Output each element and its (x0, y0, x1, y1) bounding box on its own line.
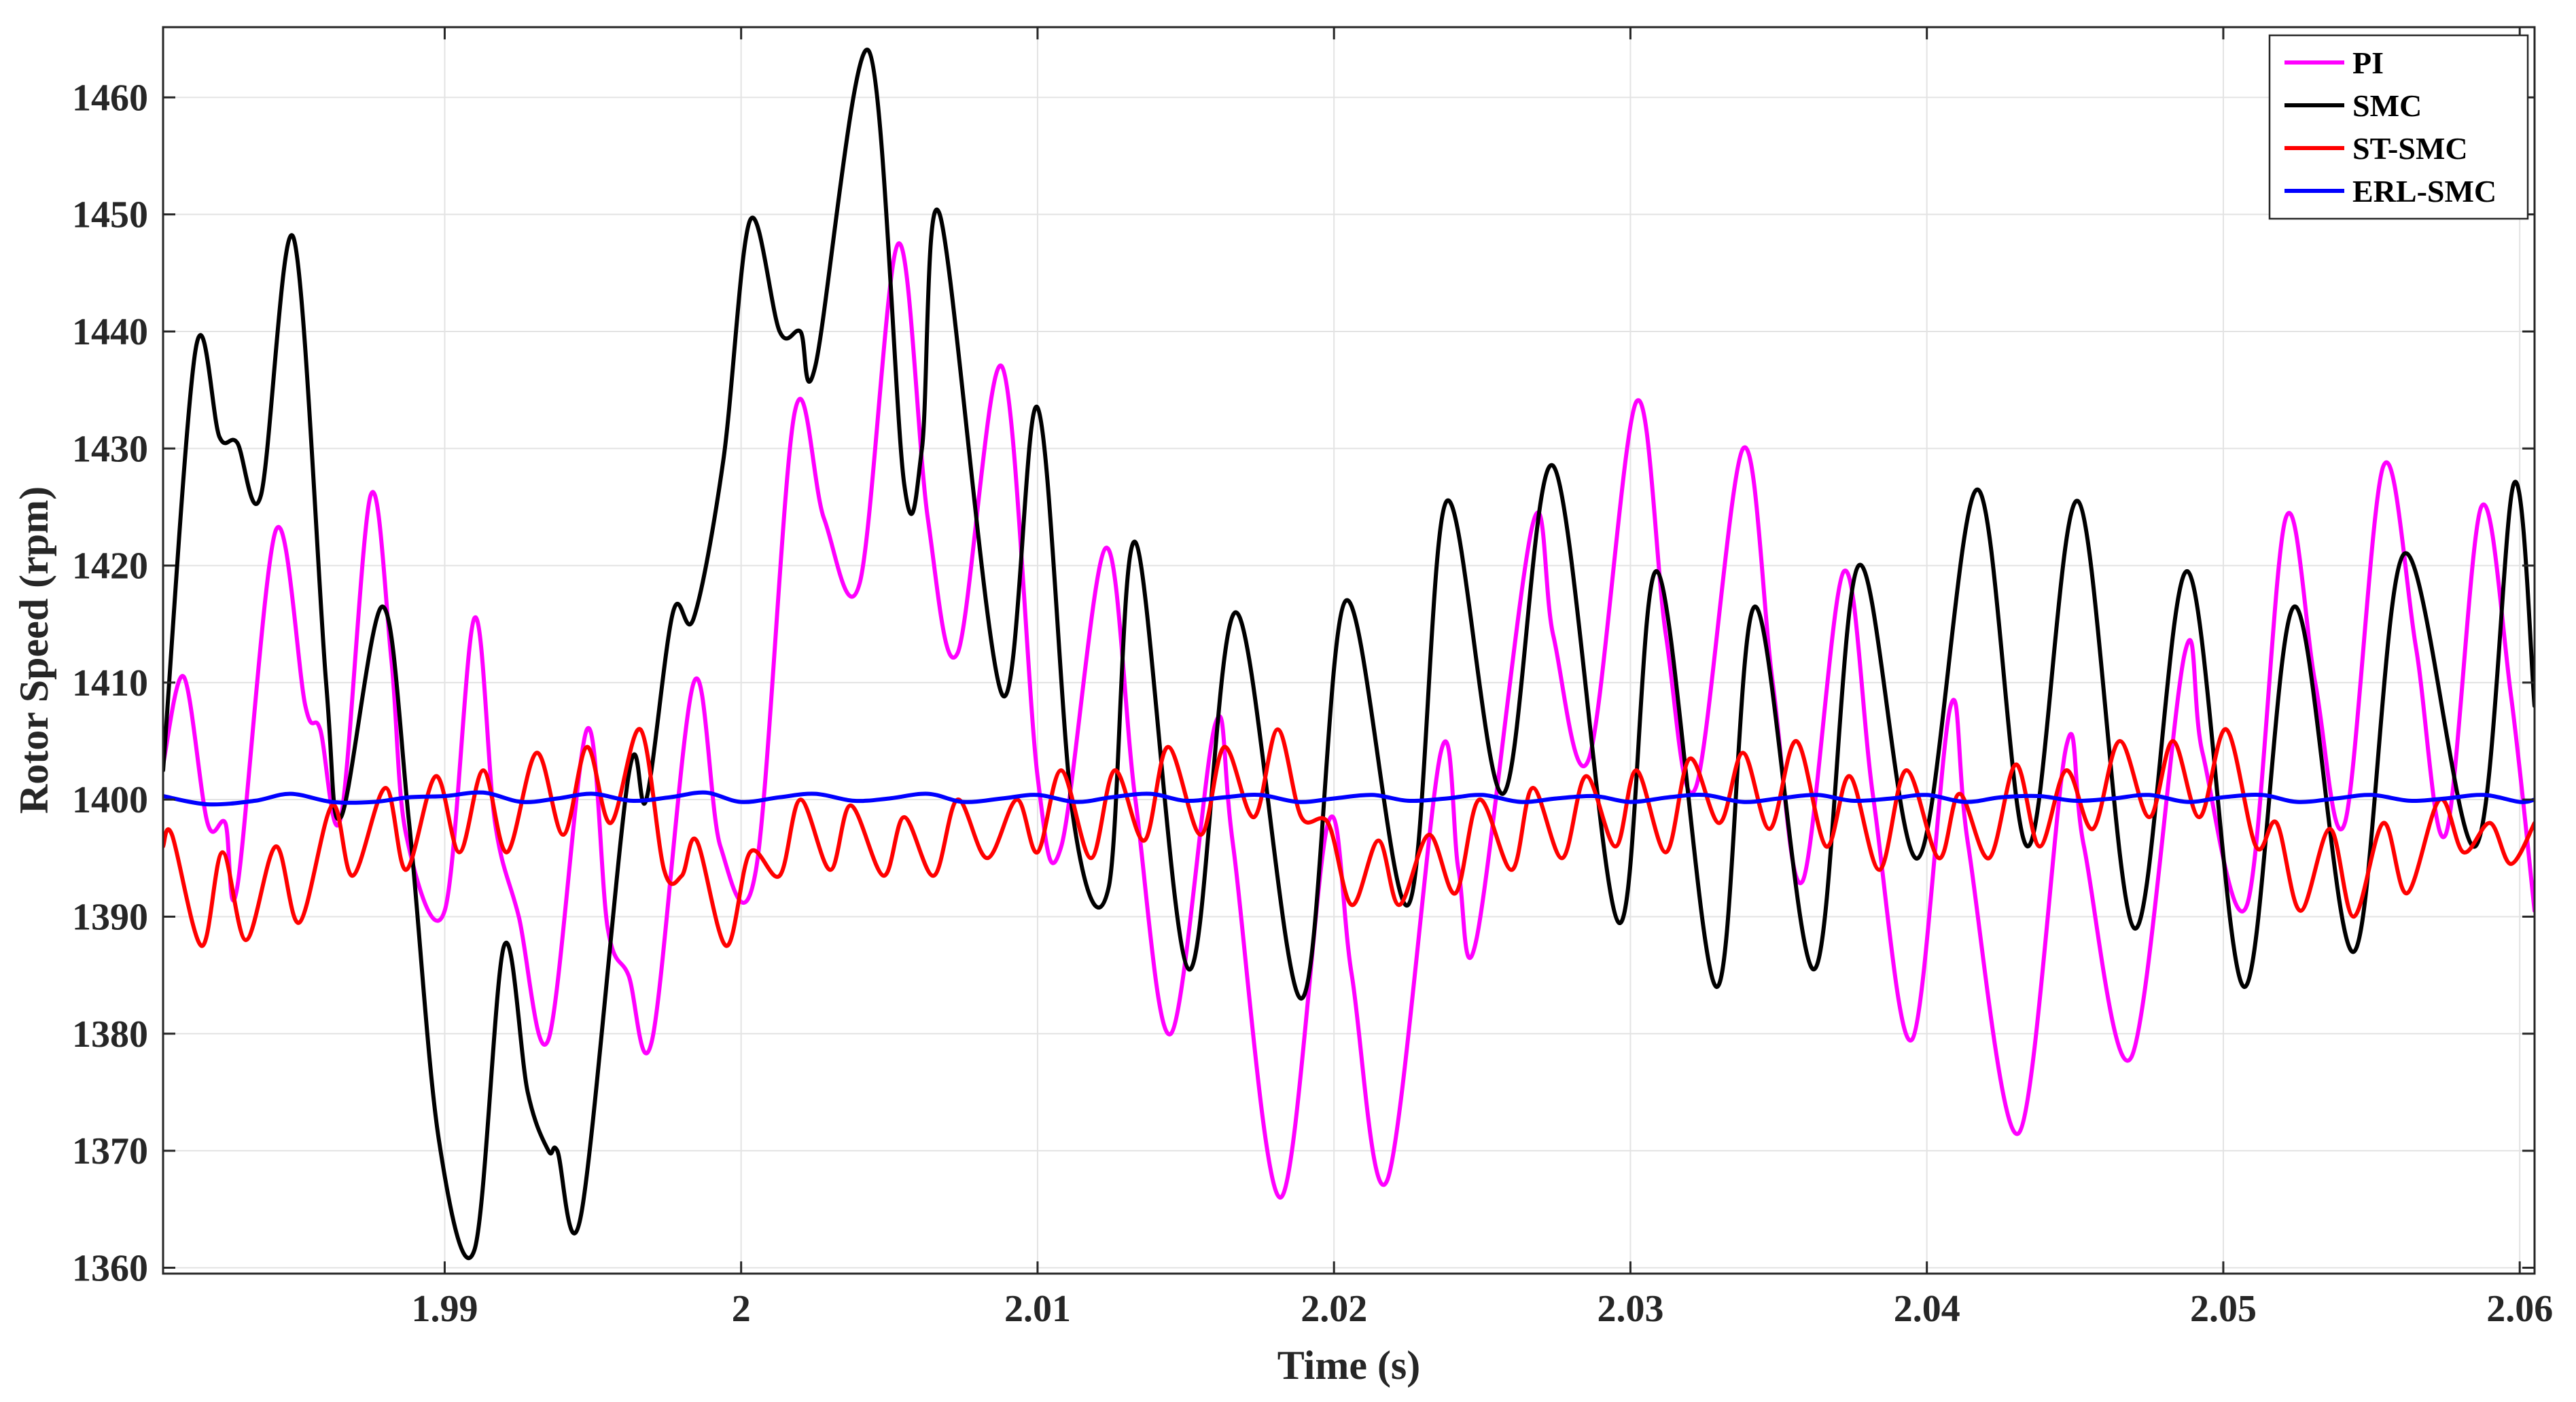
y-tick-label: 1390 (72, 896, 148, 938)
x-tick-label: 2.02 (1301, 1288, 1367, 1330)
y-axis-title: Rotor Speed (rpm) (12, 486, 56, 814)
legend-label-smc: SMC (2352, 88, 2422, 123)
series-line-st-smc (163, 727, 2535, 948)
legend: PI SMC ST-SMC ERL-SMC (2268, 34, 2529, 220)
x-tick-label: 1.99 (411, 1288, 478, 1330)
x-tick-label: 2.04 (1894, 1288, 1960, 1330)
axis-ticks: 1.99 2 2.01 2.02 2.03 2.04 2.05 2.06 1360 1370 138… (72, 27, 2553, 1330)
legend-label-pi: PI (2352, 46, 2384, 80)
y-tick-label: 1450 (72, 194, 148, 236)
series-line-smc (163, 48, 2535, 1261)
y-tick-label: 1410 (72, 662, 148, 704)
plot-frame (162, 26, 2536, 1275)
series-lines (163, 48, 2535, 1261)
plot-area (163, 27, 2535, 1274)
legend-label-st-smc: ST-SMC (2352, 131, 2468, 166)
grid-lines (163, 27, 2535, 1274)
y-tick-label: 1430 (72, 428, 148, 470)
legend-label-erl-smc: ERL-SMC (2352, 174, 2496, 209)
y-tick-label: 1380 (72, 1013, 148, 1056)
x-tick-label: 2 (732, 1288, 751, 1330)
y-tick-label: 1400 (72, 779, 148, 821)
x-tick-label: 2.05 (2190, 1288, 2257, 1330)
y-tick-label: 1370 (72, 1130, 148, 1172)
legend-entries: PI SMC ST-SMC ERL-SMC (2284, 46, 2496, 209)
x-tick-label: 2.03 (1597, 1288, 1663, 1330)
x-tick-label: 2.06 (2486, 1288, 2553, 1330)
legend-box (2268, 34, 2529, 220)
y-tick-label: 1420 (72, 545, 148, 588)
y-tick-label: 1440 (72, 311, 148, 353)
series-line-erl-smc (163, 790, 2535, 807)
y-tick-label: 1460 (72, 77, 148, 119)
x-tick-label: 2.01 (1004, 1288, 1071, 1330)
y-tick-label: 1360 (72, 1247, 148, 1289)
x-axis-title: Time (s) (1277, 1343, 1421, 1388)
